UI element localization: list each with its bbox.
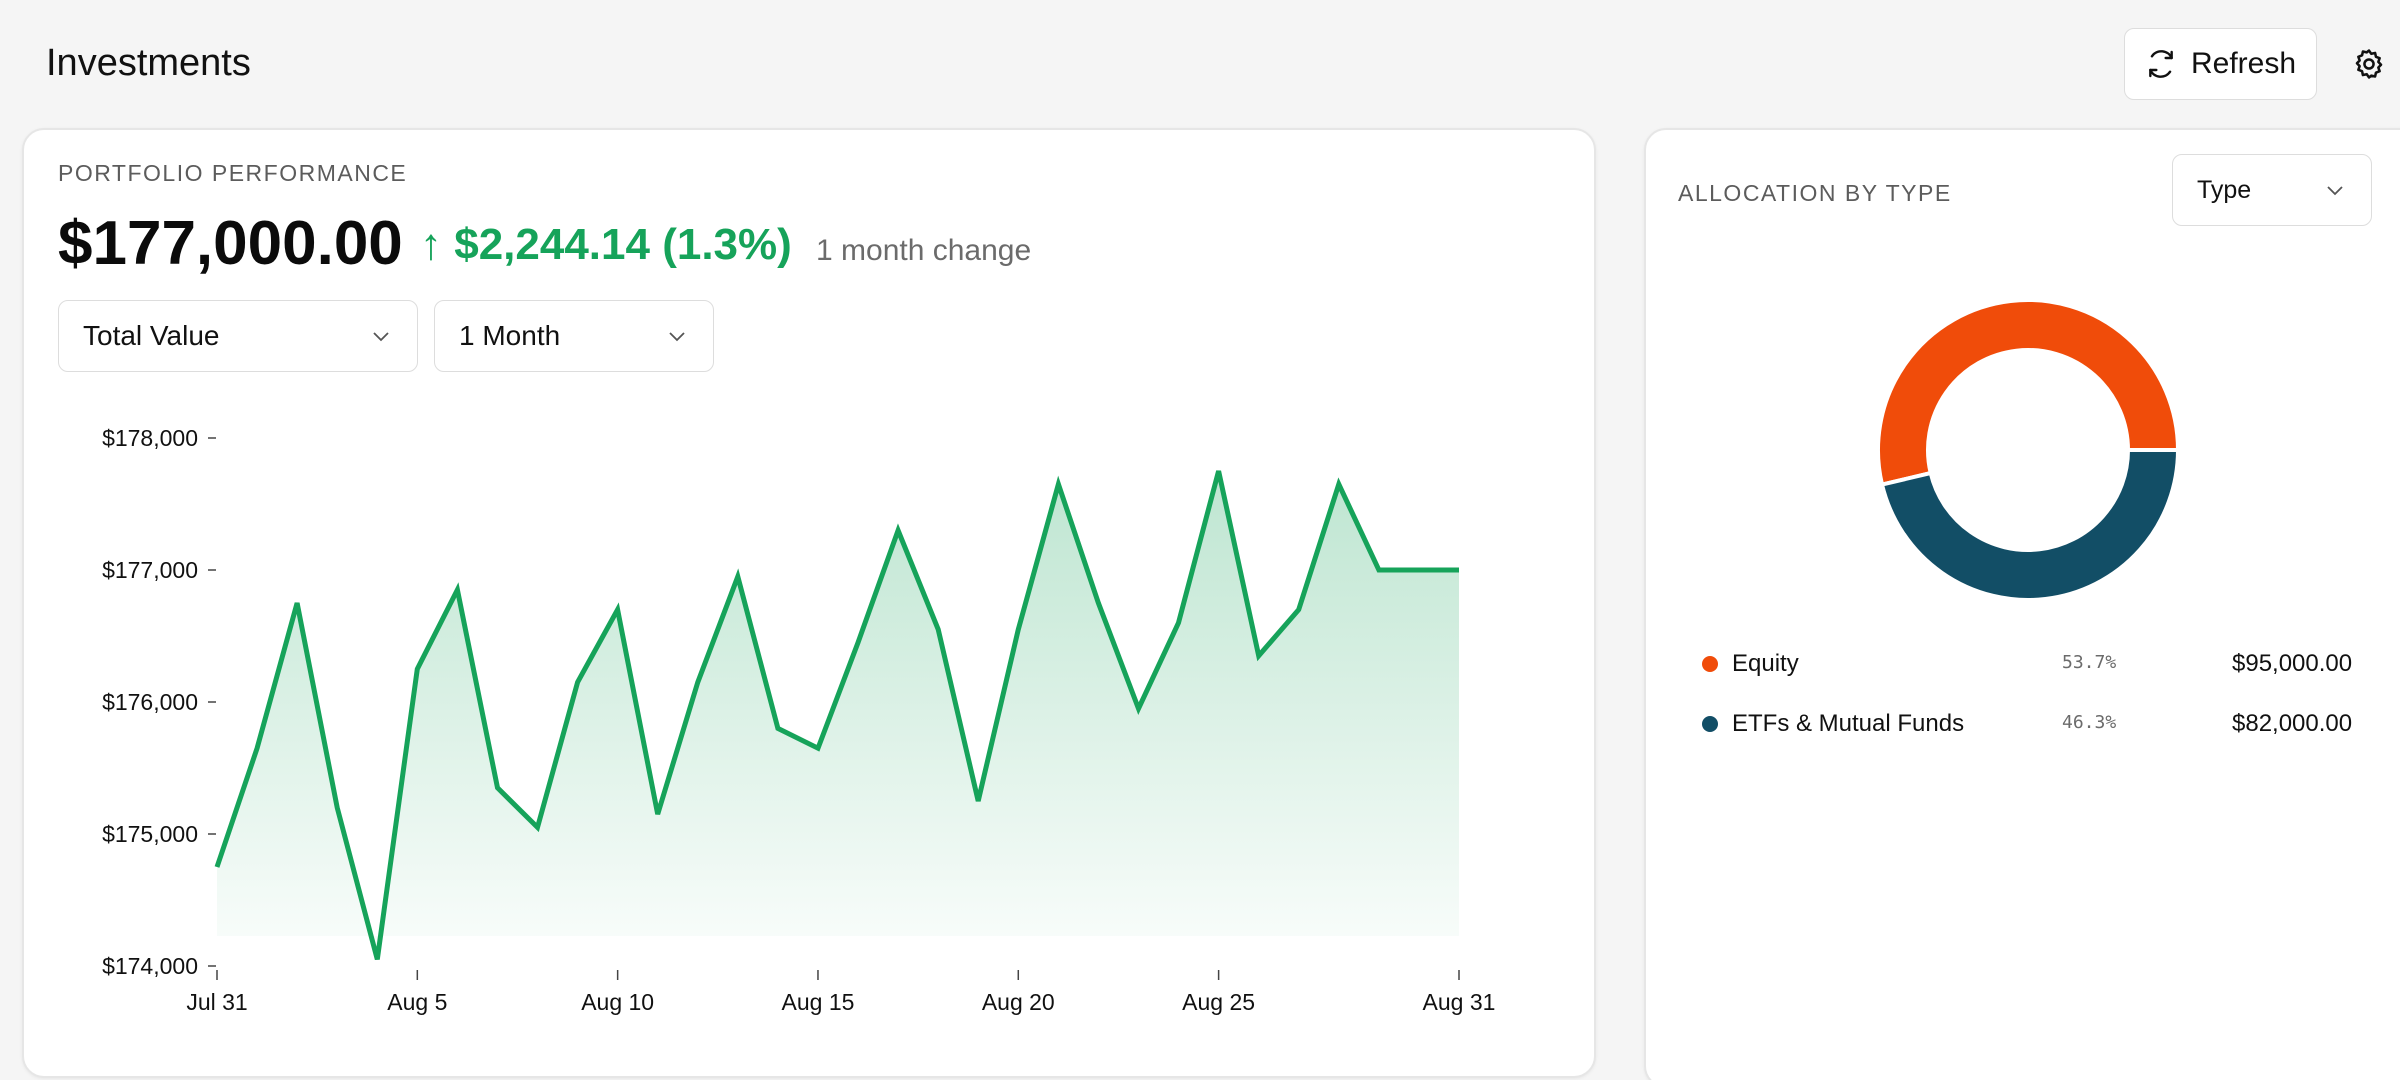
performance-line-chart: $178,000 $177,000 $176,000 $175,000 $174,000… [102,425,1496,1015]
refresh-button[interactable]: Refresh [2124,28,2317,100]
legend-color-dot [1702,656,1718,672]
period-select[interactable]: 1 Month [434,300,714,372]
chart-area-fill [217,471,1459,960]
settings-gear-icon[interactable] [2352,47,2386,81]
x-axis-tick-label: Aug 15 [782,989,855,1015]
x-axis-tick-label: Aug 10 [581,989,654,1015]
legend-name: ETFs & Mutual Funds [1732,710,1965,737]
legend-value: $95,000.00 [2232,650,2353,677]
y-axis-tick-label: $174,000 [102,953,198,979]
x-axis-tick-label: Aug 31 [1423,989,1496,1015]
legend-name: Equity [1732,650,1799,677]
donut-slice-equity[interactable] [1876,298,2181,487]
chart-series-line [214,470,1459,961]
portfolio-performance-card: PORTFOLIO PERFORMANCE $177,000.00 ↑ $2,2… [22,128,1596,1078]
legend-value: $82,000.00 [2232,710,2353,737]
y-axis-tick-label: $177,000 [102,557,198,583]
allocation-section-label: ALLOCATION BY TYPE [1678,180,1952,206]
chevron-down-icon [669,332,685,342]
legend-color-dot [1702,716,1718,732]
x-axis-tick-label: Aug 20 [982,989,1055,1015]
y-axis-tick-label: $178,000 [102,425,198,451]
allocation-group-value: Type [2197,175,2252,204]
metric-select-value: Total Value [83,320,220,351]
portfolio-value: $177,000.00 [58,209,403,278]
page-title: Investments [46,42,251,84]
legend-item-equity[interactable]: Equity 53.7% $95,000.00 [1702,644,2362,684]
allocation-donut-chart [1876,298,2181,602]
refresh-icon [2149,50,2173,78]
x-axis-tick-label: Aug 25 [1182,989,1255,1015]
change-amount: ↑ $2,244.14 (1.3%) [420,220,792,269]
performance-section-label: PORTFOLIO PERFORMANCE [58,160,408,186]
metric-select[interactable]: Total Value [58,300,418,372]
refresh-label: Refresh [2190,47,2297,80]
x-axis-tick-label: Jul 31 [186,989,247,1015]
period-select-value: 1 Month [459,320,561,351]
legend-percent: 53.7% [2062,652,2117,673]
x-axis-tick-label: Aug 5 [387,989,447,1015]
donut-slice-etfs-mutual-funds[interactable] [1879,448,2181,602]
y-axis-tick-label: $176,000 [102,689,198,715]
chevron-down-icon [2327,186,2343,196]
y-axis-tick-label: $175,000 [102,821,198,847]
legend-percent: 46.3% [2062,712,2117,733]
legend-item-etfs-mutual-funds[interactable]: ETFs & Mutual Funds 46.3% $82,000.00 [1702,704,2362,744]
allocation-group-select[interactable]: Type [2172,154,2372,226]
change-period-note: 1 month change [816,234,1032,267]
allocation-card: ALLOCATION BY TYPE Type Equity 53.7% $95… [1644,128,2400,1080]
chevron-down-icon [373,332,389,342]
